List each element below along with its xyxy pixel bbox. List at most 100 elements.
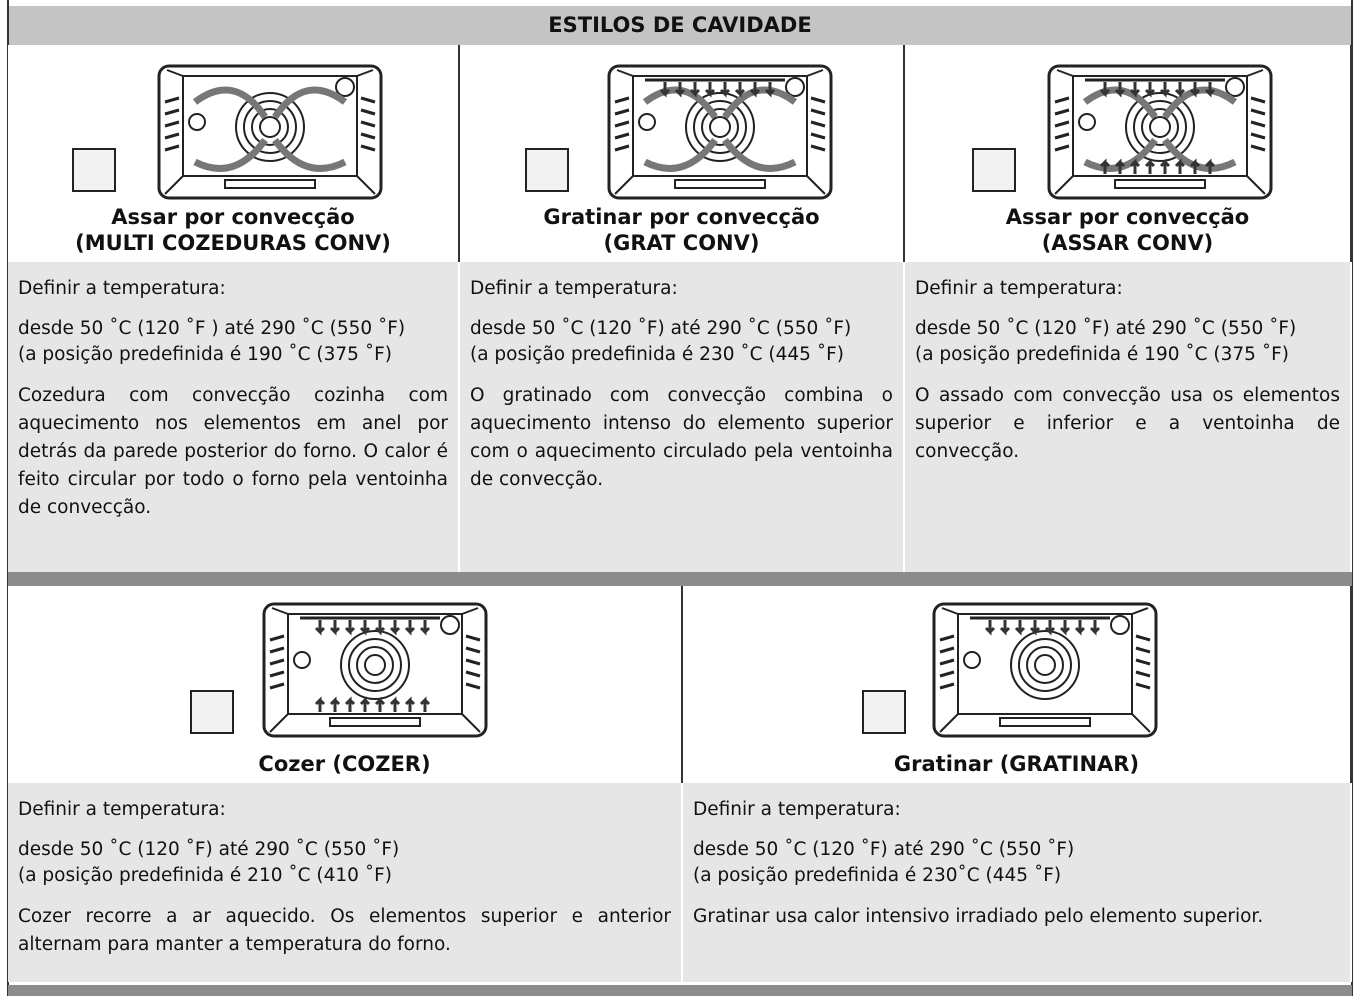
rack: [1054, 96, 1266, 104]
oven-edge: [164, 69, 376, 195]
heat-arrow: [329, 696, 341, 712]
heat-arrow: [404, 620, 416, 636]
heat-arrow: [1099, 82, 1111, 98]
heat-arrow: [704, 82, 716, 98]
oven: [260, 600, 490, 744]
heat-arrow: [344, 620, 356, 636]
mode-heading: Gratinar por convecção (GRAT CONV): [460, 204, 903, 256]
heat-arrow: [659, 82, 671, 98]
heat-arrow: [1204, 82, 1216, 98]
oven: [1045, 62, 1275, 206]
rack: [614, 144, 826, 152]
range-line: desde 50 ˚C (120 ˚F) até 290 ˚C (550 ˚F): [915, 318, 1297, 339]
temp-range: desde 50 ˚C (120 ˚F) até 290 ˚C (550 ˚F)…: [693, 837, 1340, 889]
heat-arrow: [389, 696, 401, 712]
rack: [939, 658, 1151, 666]
heat-arrow: [719, 82, 731, 98]
mode-name: Gratinar por convecção: [543, 205, 820, 229]
mode-name: (GRAT CONV): [603, 231, 760, 255]
rack: [1054, 120, 1266, 128]
oven-edge: [269, 607, 481, 733]
heat-arrow: [419, 620, 431, 636]
mode-name: Gratinar (GRATINAR): [893, 752, 1140, 776]
temp-range: desde 50 ˚C (120 ˚F) até 290 ˚C (550 ˚F)…: [18, 837, 671, 889]
desc-cell: Definir a temperatura: desde 50 ˚C (120 ˚…: [905, 262, 1352, 572]
heat-arrow: [374, 620, 386, 636]
fan: [1010, 630, 1080, 700]
range-line: desde 50 ˚C (120 ˚F) até 290 ˚C (550 ˚F): [18, 839, 400, 860]
fan: [1026, 646, 1064, 684]
range-line: (a posição predefinida é 190 ˚C (375 ˚F): [915, 344, 1289, 365]
rack: [614, 96, 826, 104]
rack: [164, 120, 376, 128]
fan: [709, 116, 731, 138]
lamp: [1225, 77, 1245, 97]
rack: [164, 132, 376, 140]
mode-icon: [862, 690, 906, 734]
rack: [269, 646, 481, 654]
range-line: desde 50 ˚C (120 ˚F) até 290 ˚C (550 ˚F): [470, 318, 852, 339]
rack: [1054, 132, 1266, 140]
sensor: [293, 651, 311, 669]
oven-slot: [1114, 179, 1206, 189]
heat-arrow: [314, 696, 326, 712]
fan: [348, 638, 402, 692]
heat-arrow: [1174, 82, 1186, 98]
desc-cell: Definir a temperatura: desde 50 ˚C (120 ˚…: [8, 262, 460, 572]
oven-slot: [999, 717, 1091, 727]
mode-name: Assar por convecção: [1005, 205, 1250, 229]
desc-cell: Definir a temperatura: desde 50 ˚C (120 ˚…: [683, 783, 1352, 982]
rack: [269, 634, 481, 642]
heat-arrow: [999, 620, 1011, 636]
separator: [8, 572, 1352, 586]
heat-arrow: [389, 620, 401, 636]
heat-arrow: [689, 82, 701, 98]
oven-edge: [614, 69, 826, 195]
description: O assado com convecção usa os elementos …: [915, 385, 1340, 462]
fan: [364, 654, 386, 676]
oven-illustration: [262, 602, 488, 738]
description: O gratinado com convecção combina o aque…: [470, 385, 893, 490]
heat-arrow: [1114, 82, 1126, 98]
mode-name: Assar por convecção: [111, 205, 355, 229]
rack: [614, 120, 826, 128]
set-label: Definir a temperatura:: [693, 799, 901, 820]
rack: [614, 132, 826, 140]
heat-arrow: [1129, 158, 1141, 174]
heat-arrow: [1144, 82, 1156, 98]
heat-arrow: [1189, 82, 1201, 98]
heat-arrow: [1174, 158, 1186, 174]
set-label: Definir a temperatura:: [915, 278, 1123, 299]
oven: [930, 600, 1160, 744]
mode-heading: Cozer (COZER): [8, 751, 681, 777]
lamp: [1110, 615, 1130, 635]
rack: [939, 634, 1151, 642]
lamp: [335, 77, 355, 97]
rack: [1054, 108, 1266, 116]
airflow: [192, 86, 348, 172]
heat-arrow: [359, 696, 371, 712]
temp-range: desde 50 ˚C (120 ˚F) até 290 ˚C (550 ˚F)…: [470, 316, 893, 368]
range-line: desde 50 ˚C (120 ˚F ) até 290 ˚C (550 ˚F…: [18, 318, 406, 339]
rack: [164, 96, 376, 104]
heat-arrow: [1204, 158, 1216, 174]
mode-name: (MULTI COZEDURAS CONV): [75, 231, 391, 255]
fan: [1133, 100, 1187, 154]
fan: [259, 116, 281, 138]
table-title: ESTILOS DE CAVIDADE: [8, 6, 1352, 45]
heat-arrow: [314, 620, 326, 636]
rack: [939, 670, 1151, 678]
range-line: (a posição predefinida é 210 ˚C (410 ˚F): [18, 865, 392, 886]
heat-arrow: [1129, 82, 1141, 98]
heat-arrow: [1189, 158, 1201, 174]
heat-arrow: [1014, 620, 1026, 636]
oven-slot: [329, 717, 421, 727]
heat-arrow: [1059, 620, 1071, 636]
heat-arrow: [359, 620, 371, 636]
oven-slot: [224, 179, 316, 189]
heat-arrow: [984, 620, 996, 636]
fan: [1149, 116, 1171, 138]
rack: [939, 682, 1151, 690]
fan: [1018, 638, 1072, 692]
rack: [269, 658, 481, 666]
